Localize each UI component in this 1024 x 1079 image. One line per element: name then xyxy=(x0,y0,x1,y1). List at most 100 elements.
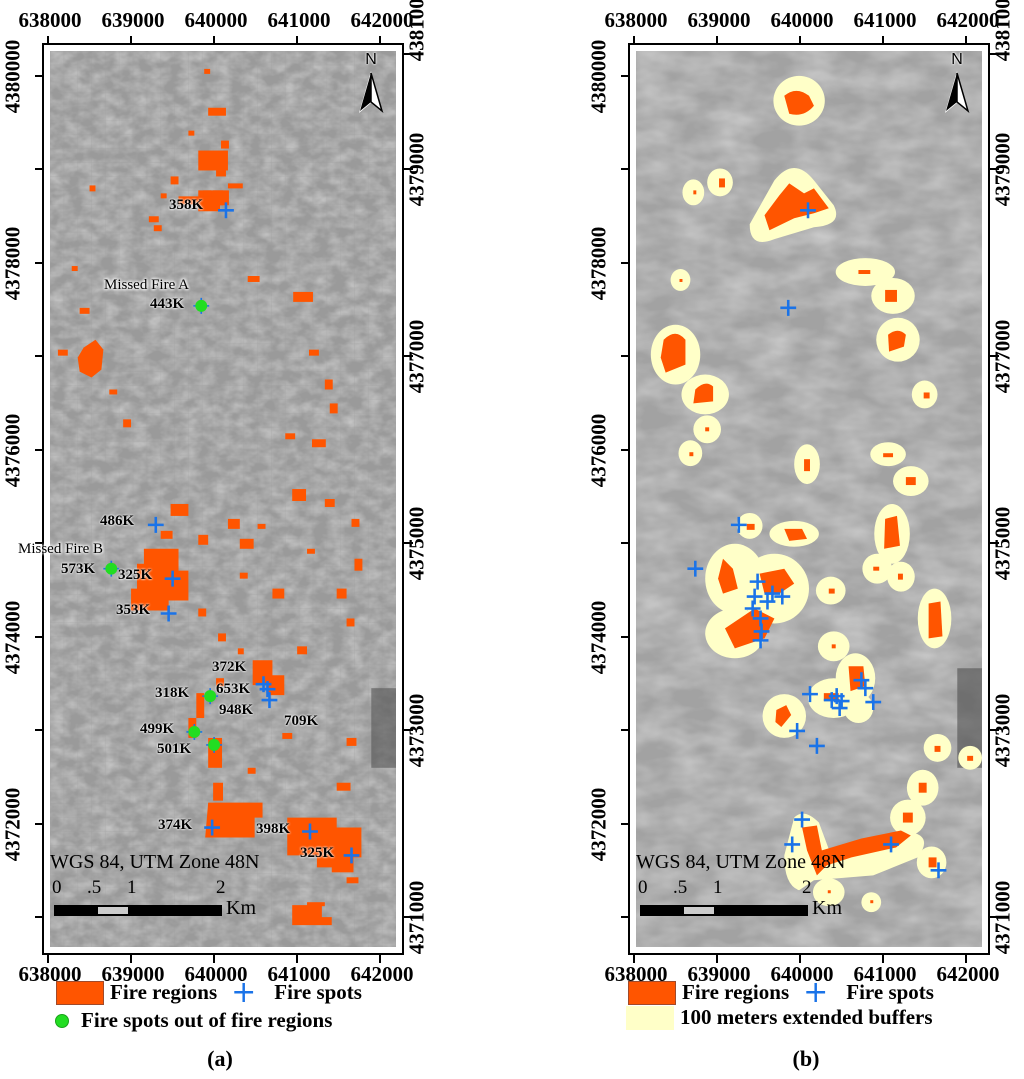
tick xyxy=(965,954,967,963)
missed-fire-b-label: Missed Fire B xyxy=(18,541,104,557)
tick xyxy=(35,449,44,451)
y-tick-left: 4378000 xyxy=(586,226,611,301)
fire-region-swatch xyxy=(628,980,676,1005)
tick xyxy=(379,954,381,963)
legend-label: Fire spots xyxy=(274,980,362,1004)
spot-label: 353K xyxy=(116,602,151,618)
tick xyxy=(213,36,215,45)
spot-label: 443K xyxy=(150,296,185,312)
spot-label: 398K xyxy=(256,821,291,837)
spot-label: 486K xyxy=(100,513,135,529)
x-tick-top: 639000 xyxy=(687,8,751,32)
tick xyxy=(882,954,884,963)
tick xyxy=(716,954,718,963)
scale-unit: Km xyxy=(226,897,256,919)
tick xyxy=(621,636,630,638)
tick xyxy=(990,729,999,731)
buffer-swatch xyxy=(626,1005,674,1030)
north-label: N xyxy=(951,51,963,68)
tick xyxy=(296,954,298,963)
tick xyxy=(404,53,413,55)
map-frame-a: N 358K Missed Fire A 443K 486K Missed Fi… xyxy=(18,43,404,955)
scale-bar-segment xyxy=(683,906,715,915)
fire-regions xyxy=(57,68,363,926)
tick xyxy=(621,262,630,264)
tick xyxy=(404,355,413,357)
tick xyxy=(799,36,801,45)
tick xyxy=(633,36,635,45)
tick xyxy=(404,729,413,731)
fire-spot-markers xyxy=(687,202,947,879)
y-tick-left: 4380000 xyxy=(0,39,25,114)
tick xyxy=(621,355,630,357)
tick xyxy=(47,36,49,45)
tick xyxy=(35,75,44,77)
legend-label: Fire regions xyxy=(682,980,790,1004)
spot-label: 374K xyxy=(158,817,193,833)
tick xyxy=(990,542,999,544)
tick xyxy=(35,636,44,638)
tick xyxy=(621,729,630,731)
north-arrow-icon: N xyxy=(356,51,386,120)
map-area-a[interactable] xyxy=(50,51,396,947)
scale-label: 1 xyxy=(713,877,723,898)
x-tick-top: 641000 xyxy=(853,8,917,32)
scale-label: 2 xyxy=(802,877,812,898)
legend-label: Fire spots out of fire regions xyxy=(81,1008,333,1032)
tick xyxy=(882,36,884,45)
y-tick-left: 4372000 xyxy=(0,787,25,862)
tick xyxy=(35,916,44,918)
spot-label: 325K xyxy=(118,567,153,583)
scale-label: 0 xyxy=(52,877,62,898)
legend-buffers-b: 100 meters extended buffers xyxy=(626,1005,933,1030)
x-tick-top: 642000 xyxy=(350,8,414,32)
tick xyxy=(621,542,630,544)
tick xyxy=(404,542,413,544)
x-tick-top: 639000 xyxy=(101,8,165,32)
tick xyxy=(965,36,967,45)
legend-label: Fire regions xyxy=(110,980,218,1004)
scale-bar xyxy=(54,905,222,916)
tick xyxy=(990,916,999,918)
green-dot-icon xyxy=(55,1013,69,1028)
y-tick-left: 4374000 xyxy=(586,600,611,675)
x-tick-bottom: 641000 xyxy=(267,962,331,986)
map-area-b[interactable] xyxy=(636,51,982,947)
x-tick-bottom: 639000 xyxy=(687,962,751,986)
scale-label: .5 xyxy=(673,877,688,898)
spot-label: 372K xyxy=(212,659,247,675)
crs-label: WGS 84, UTM Zone 48N xyxy=(636,851,846,873)
north-label: N xyxy=(365,51,377,68)
spot-label: 358K xyxy=(169,197,204,213)
y-tick-left: 4378000 xyxy=(0,226,25,301)
tick xyxy=(621,168,630,170)
x-tick-top: 640000 xyxy=(184,8,248,32)
tick xyxy=(47,954,49,963)
fire-spot-plus-icon: + xyxy=(803,975,829,1010)
tick xyxy=(130,36,132,45)
y-tick-left: 4380000 xyxy=(586,39,611,114)
fire-spot-plus-icon: + xyxy=(231,975,257,1010)
tick xyxy=(130,954,132,963)
tick xyxy=(404,916,413,918)
tick xyxy=(799,954,801,963)
tick xyxy=(716,36,718,45)
caption-a: (a) xyxy=(207,1046,233,1071)
tick xyxy=(990,53,999,55)
spot-label: 501K xyxy=(157,741,192,757)
legend-label: 100 meters extended buffers xyxy=(680,1005,933,1029)
tick xyxy=(35,262,44,264)
scale-bar-segment xyxy=(97,906,129,915)
x-tick-top: 640000 xyxy=(770,8,834,32)
legend-fire-regions-b: Fire regions + Fire spots xyxy=(628,975,934,1010)
scale-label: 1 xyxy=(127,877,137,898)
tick xyxy=(35,542,44,544)
x-tick-bottom: 642000 xyxy=(936,962,1000,986)
tick xyxy=(35,168,44,170)
x-tick-top: 638000 xyxy=(18,8,82,32)
fire-region-swatch xyxy=(56,980,104,1005)
spot-label: 499K xyxy=(140,721,175,737)
x-tick-top: 638000 xyxy=(604,8,668,32)
tick xyxy=(621,449,630,451)
x-tick-top: 642000 xyxy=(936,8,1000,32)
